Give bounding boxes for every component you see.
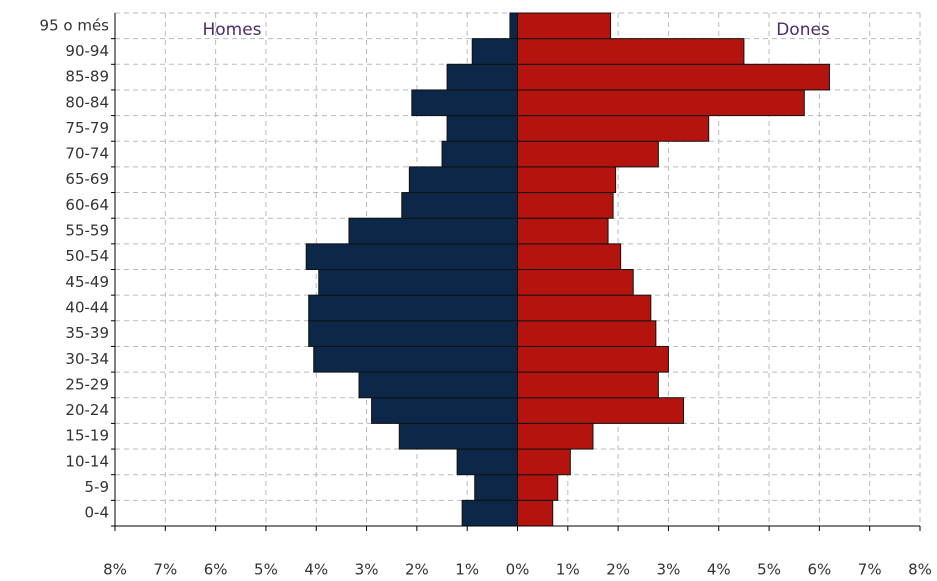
y-tick-label: 85-89 (65, 68, 109, 86)
y-tick-label: 80-84 (65, 93, 109, 111)
bar (517, 294, 652, 322)
x-tick-label: 2% (606, 561, 630, 579)
bar (411, 89, 518, 117)
bar (517, 38, 745, 65)
x-tick-label: 8% (103, 561, 127, 579)
bar (517, 499, 554, 527)
y-tick-label: 65-69 (65, 170, 109, 188)
x-tick-label: 1% (455, 561, 479, 579)
x-tick-label: 4% (304, 561, 328, 579)
y-tick-label: 90-94 (65, 42, 109, 60)
y-tick-label: 20-24 (65, 401, 109, 419)
x-tick-label: 2% (405, 561, 429, 579)
bar (348, 217, 518, 245)
y-tick-label: 45-49 (65, 273, 109, 291)
x-tick-label: 5% (254, 561, 278, 579)
bar (509, 12, 518, 40)
x-tick-label: 5% (757, 561, 781, 579)
bar (517, 217, 609, 245)
y-tick-label: 50-54 (65, 247, 109, 265)
y-tick-label: 70-74 (65, 145, 109, 163)
y-tick-label: 60-64 (65, 196, 109, 214)
x-tick-label: 3% (657, 561, 681, 579)
bar (318, 269, 518, 296)
bar (471, 38, 518, 65)
bar (517, 89, 805, 117)
y-tick-label: 30-34 (65, 350, 109, 368)
bar (358, 371, 518, 399)
y-tick-label: 25-29 (65, 375, 109, 393)
y-tick-label: 40-44 (65, 298, 109, 316)
bar (408, 166, 518, 194)
x-tick-label: 6% (807, 561, 831, 579)
x-tick-label: 7% (153, 561, 177, 579)
bar (313, 345, 518, 373)
y-tick-label: 55-59 (65, 222, 109, 240)
bar (517, 320, 657, 347)
y-tick-label: 0-4 (85, 504, 110, 522)
bar (517, 115, 710, 142)
bar (517, 140, 659, 168)
y-tick-label: 5-9 (85, 478, 110, 496)
bar (446, 115, 518, 142)
bar (517, 243, 622, 271)
series-label: Dones (776, 20, 830, 40)
bar (517, 397, 685, 424)
x-tick-label: 6% (204, 561, 228, 579)
y-tick-label: 15-19 (65, 427, 109, 445)
x-tick-label: 4% (707, 561, 731, 579)
y-tick-label: 75-79 (65, 119, 109, 137)
bar (446, 63, 518, 91)
bar (308, 320, 518, 347)
y-tick-label: 95 o més (40, 16, 110, 34)
bar (517, 474, 559, 501)
bar (517, 371, 659, 399)
bar (517, 166, 617, 194)
series-label: Homes (202, 20, 261, 40)
bar (517, 12, 612, 40)
bar (305, 243, 518, 271)
y-tick-label: 35-39 (65, 324, 109, 342)
x-tick-label: 8% (908, 561, 932, 579)
bar (517, 345, 669, 373)
bar (441, 140, 518, 168)
bar (461, 499, 518, 527)
x-tick-label: 3% (355, 561, 379, 579)
bar (517, 448, 571, 476)
y-tick-label: 10-14 (65, 452, 109, 470)
bar (517, 269, 634, 296)
bar (456, 448, 518, 476)
bar (371, 397, 518, 424)
x-tick-label: 1% (556, 561, 580, 579)
x-tick-label: 7% (858, 561, 882, 579)
bar (517, 63, 830, 91)
bar (401, 192, 518, 219)
bar (398, 422, 518, 450)
bar (517, 192, 614, 219)
bar (474, 474, 518, 501)
bar (517, 422, 594, 450)
bar (308, 294, 518, 322)
x-tick-label: 0% (506, 561, 530, 579)
